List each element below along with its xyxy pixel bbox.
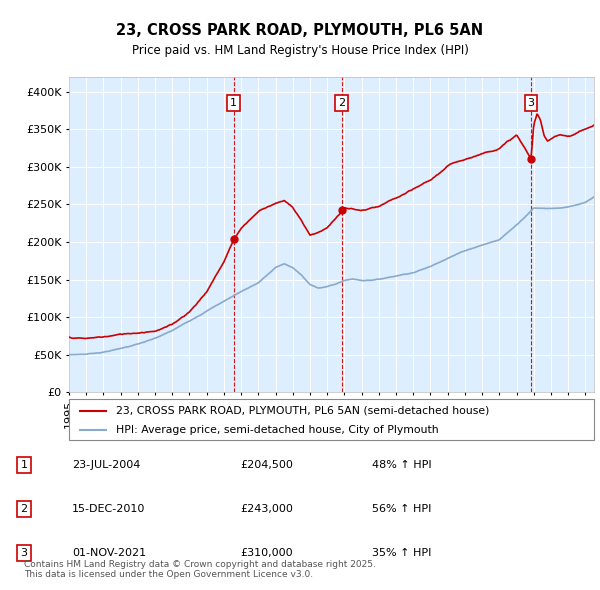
Text: 1: 1 [20,460,28,470]
Text: 48% ↑ HPI: 48% ↑ HPI [372,460,431,470]
Text: 23-JUL-2004: 23-JUL-2004 [72,460,140,470]
Text: 3: 3 [20,548,28,558]
Text: £243,000: £243,000 [240,504,293,514]
Text: 2: 2 [20,504,28,514]
Text: 56% ↑ HPI: 56% ↑ HPI [372,504,431,514]
Text: 1: 1 [230,98,237,108]
Text: Contains HM Land Registry data © Crown copyright and database right 2025.
This d: Contains HM Land Registry data © Crown c… [24,560,376,579]
Text: 01-NOV-2021: 01-NOV-2021 [72,548,146,558]
Text: £310,000: £310,000 [240,548,293,558]
Text: 15-DEC-2010: 15-DEC-2010 [72,504,145,514]
Text: Price paid vs. HM Land Registry's House Price Index (HPI): Price paid vs. HM Land Registry's House … [131,44,469,57]
Text: 23, CROSS PARK ROAD, PLYMOUTH, PL6 5AN: 23, CROSS PARK ROAD, PLYMOUTH, PL6 5AN [116,23,484,38]
Text: 2: 2 [338,98,345,108]
Text: 23, CROSS PARK ROAD, PLYMOUTH, PL6 5AN (semi-detached house): 23, CROSS PARK ROAD, PLYMOUTH, PL6 5AN (… [116,406,490,416]
Text: HPI: Average price, semi-detached house, City of Plymouth: HPI: Average price, semi-detached house,… [116,425,439,434]
Text: 35% ↑ HPI: 35% ↑ HPI [372,548,431,558]
Text: £204,500: £204,500 [240,460,293,470]
FancyBboxPatch shape [69,399,594,440]
Text: 3: 3 [527,98,535,108]
